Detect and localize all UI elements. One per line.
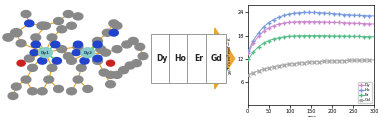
- FancyArrow shape: [153, 28, 235, 89]
- Circle shape: [112, 71, 122, 78]
- Circle shape: [67, 88, 76, 95]
- Circle shape: [135, 43, 145, 50]
- Circle shape: [109, 20, 119, 27]
- Circle shape: [41, 22, 50, 29]
- Circle shape: [106, 81, 115, 88]
- Circle shape: [93, 57, 102, 64]
- Y-axis label: $\chi_M T$ / cm$^3$ mol$^{-1}$ K: $\chi_M T$ / cm$^3$ mol$^{-1}$ K: [226, 35, 236, 75]
- X-axis label: T/K: T/K: [307, 116, 315, 117]
- Circle shape: [93, 37, 102, 44]
- Circle shape: [57, 26, 67, 33]
- Circle shape: [28, 88, 37, 95]
- Text: Dy1: Dy1: [41, 51, 50, 55]
- Circle shape: [3, 34, 13, 41]
- Circle shape: [73, 43, 83, 50]
- Circle shape: [54, 18, 64, 25]
- FancyBboxPatch shape: [151, 34, 171, 83]
- Circle shape: [37, 88, 47, 95]
- Circle shape: [81, 48, 94, 58]
- Circle shape: [21, 76, 31, 83]
- Circle shape: [107, 60, 115, 66]
- Circle shape: [125, 62, 135, 69]
- Text: Gd: Gd: [211, 54, 222, 63]
- Circle shape: [11, 83, 21, 90]
- Circle shape: [17, 60, 25, 66]
- Circle shape: [37, 22, 48, 29]
- Circle shape: [67, 22, 76, 29]
- Circle shape: [47, 34, 57, 41]
- Circle shape: [44, 76, 54, 83]
- Circle shape: [93, 41, 102, 48]
- Circle shape: [99, 69, 109, 76]
- Circle shape: [57, 46, 67, 53]
- Circle shape: [28, 64, 37, 71]
- Circle shape: [67, 57, 76, 64]
- Circle shape: [80, 58, 89, 64]
- Text: Dy2: Dy2: [83, 51, 92, 55]
- Circle shape: [138, 53, 148, 60]
- Circle shape: [109, 29, 118, 36]
- Text: Dy: Dy: [156, 54, 168, 63]
- Circle shape: [24, 55, 34, 62]
- Circle shape: [96, 46, 105, 53]
- Circle shape: [73, 13, 83, 20]
- Circle shape: [38, 58, 47, 64]
- Circle shape: [21, 11, 31, 18]
- Circle shape: [54, 85, 64, 92]
- Circle shape: [72, 50, 81, 56]
- FancyBboxPatch shape: [169, 34, 189, 83]
- Circle shape: [25, 20, 34, 27]
- Circle shape: [119, 67, 129, 74]
- Circle shape: [112, 46, 122, 53]
- Circle shape: [102, 29, 112, 36]
- Circle shape: [16, 40, 26, 47]
- Circle shape: [39, 48, 52, 58]
- FancyBboxPatch shape: [206, 34, 226, 83]
- Circle shape: [112, 22, 122, 29]
- Circle shape: [47, 64, 57, 71]
- Circle shape: [52, 58, 62, 64]
- Text: Er: Er: [194, 54, 203, 63]
- Circle shape: [106, 71, 115, 78]
- Circle shape: [31, 34, 40, 41]
- Circle shape: [129, 37, 138, 44]
- Circle shape: [132, 60, 141, 67]
- Legend: Dy, Ho, Er, Gd: Dy, Ho, Er, Gd: [358, 82, 372, 103]
- Circle shape: [76, 64, 86, 71]
- Circle shape: [30, 50, 38, 56]
- Circle shape: [101, 49, 110, 56]
- Circle shape: [51, 41, 60, 48]
- Circle shape: [83, 85, 93, 92]
- Circle shape: [122, 41, 132, 48]
- Circle shape: [64, 53, 73, 60]
- Text: Ho: Ho: [174, 54, 186, 63]
- FancyBboxPatch shape: [187, 34, 208, 83]
- Circle shape: [73, 76, 83, 83]
- Circle shape: [93, 55, 102, 62]
- Circle shape: [11, 29, 22, 37]
- Circle shape: [73, 41, 82, 48]
- Circle shape: [8, 92, 18, 99]
- Circle shape: [31, 41, 40, 48]
- Circle shape: [64, 11, 73, 18]
